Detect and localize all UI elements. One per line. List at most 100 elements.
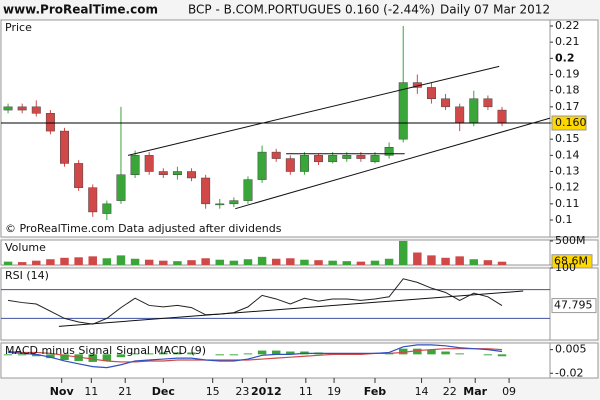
last-price-tag [551, 115, 587, 131]
volume-bar [102, 258, 112, 265]
y-tick-label: 0.14 [555, 148, 580, 161]
candle-body [229, 200, 239, 205]
volume-bar [32, 260, 41, 265]
candle-body [314, 155, 324, 163]
candle-body [328, 155, 338, 163]
y-tick-label: 0.21 [555, 35, 580, 48]
volume-bar [3, 261, 13, 265]
volume-bar [328, 260, 337, 265]
y-tick-label: 0.17 [555, 100, 580, 113]
legend-entry: MACD (9) [154, 344, 206, 357]
legend-entry: Signal [116, 344, 150, 357]
x-tick-label: 15 [206, 385, 220, 398]
volume-bar [257, 256, 267, 265]
volume-bar [173, 261, 182, 265]
volume-bar [215, 259, 224, 265]
macd-hist [243, 353, 253, 355]
volume-bar [60, 257, 69, 265]
macd-hist [455, 353, 464, 355]
macd-hist [497, 354, 507, 357]
candle-body [116, 174, 126, 201]
volume-bar [441, 257, 450, 265]
candle-body [45, 113, 55, 132]
volume-bar [370, 260, 380, 265]
y-tick-label: 500M [555, 234, 586, 247]
candle-body [144, 155, 154, 172]
volume-bar [483, 260, 493, 265]
volume-bar [413, 252, 422, 265]
candle-body [455, 106, 465, 124]
macd-hist [102, 354, 112, 361]
panel-title: RSI (14) [5, 269, 49, 282]
candle-body [187, 171, 197, 179]
candle-body [74, 163, 84, 188]
candle-body [257, 151, 267, 180]
legend-entry: MACD minus Signal [5, 344, 112, 357]
volume-bar [88, 256, 97, 265]
y-tick-label: 0.15 [555, 132, 580, 145]
x-tick-label: 09 [502, 385, 516, 398]
candle-body [201, 177, 211, 205]
candle-body [243, 179, 253, 201]
panel [0, 267, 551, 341]
y-tick-label: 0.2 [555, 51, 575, 64]
volume-bar [201, 258, 210, 265]
volume-bar [187, 260, 196, 265]
candle-body [17, 106, 27, 111]
macd-hist [173, 352, 182, 355]
last-price-label: 0.160 [555, 116, 587, 129]
x-tick-label: 22 [443, 385, 457, 398]
x-tick-label: Dec [152, 385, 175, 398]
y-tick-label: 0.11 [555, 197, 580, 210]
volume-bar [46, 259, 55, 265]
candle-body [60, 130, 69, 164]
macd-hist [88, 354, 97, 362]
macd-hist [483, 354, 493, 356]
volume-bar [342, 261, 352, 265]
quote: 0.160 (-2.44%) [345, 3, 435, 17]
last-rsi-tag [551, 298, 597, 314]
volume-bar [469, 259, 479, 265]
macd-hist [130, 353, 140, 355]
volume-bar [144, 259, 154, 265]
volume-bar [455, 256, 464, 265]
macd-hist [413, 348, 422, 355]
candle-body [384, 147, 394, 156]
volume-bar [229, 260, 239, 265]
volume-bar [116, 255, 126, 265]
x-tick-label: 11 [84, 385, 98, 398]
volume-bar [130, 258, 140, 265]
macd-hist [17, 354, 27, 356]
trend-line [235, 117, 551, 210]
x-tick-label: 2012 [251, 385, 282, 398]
y-tick-label: -0.02 [555, 366, 583, 379]
candle-body [271, 151, 281, 159]
y-tick-label: 0.1 [555, 213, 573, 226]
last-rsi-label: 47.795 [554, 299, 593, 312]
macd-hist [257, 350, 267, 355]
candle-body [299, 155, 309, 172]
macd-hist [398, 348, 408, 355]
volume-bar [74, 257, 83, 265]
candle-body [483, 98, 493, 108]
macd-hist [229, 354, 239, 356]
candle-body [158, 171, 168, 175]
candle-body [130, 155, 140, 175]
macd-hist [441, 351, 450, 355]
macd-hist [271, 350, 281, 355]
macd-hist [46, 354, 55, 359]
candle-body [102, 203, 112, 214]
symbol: BCP - B.COM.PORTUGUES [188, 3, 341, 17]
candle-body [356, 155, 366, 159]
candle-body [31, 106, 41, 114]
volume-bar [300, 259, 309, 265]
candle-body [172, 171, 182, 175]
macd-hist [215, 354, 224, 356]
macd-line [8, 344, 503, 369]
macd-hist [116, 354, 126, 358]
y-tick-label: 100 [555, 261, 576, 274]
volume-bar [398, 240, 408, 265]
candle-body [88, 187, 98, 213]
y-tick-label: 0.12 [555, 181, 580, 194]
